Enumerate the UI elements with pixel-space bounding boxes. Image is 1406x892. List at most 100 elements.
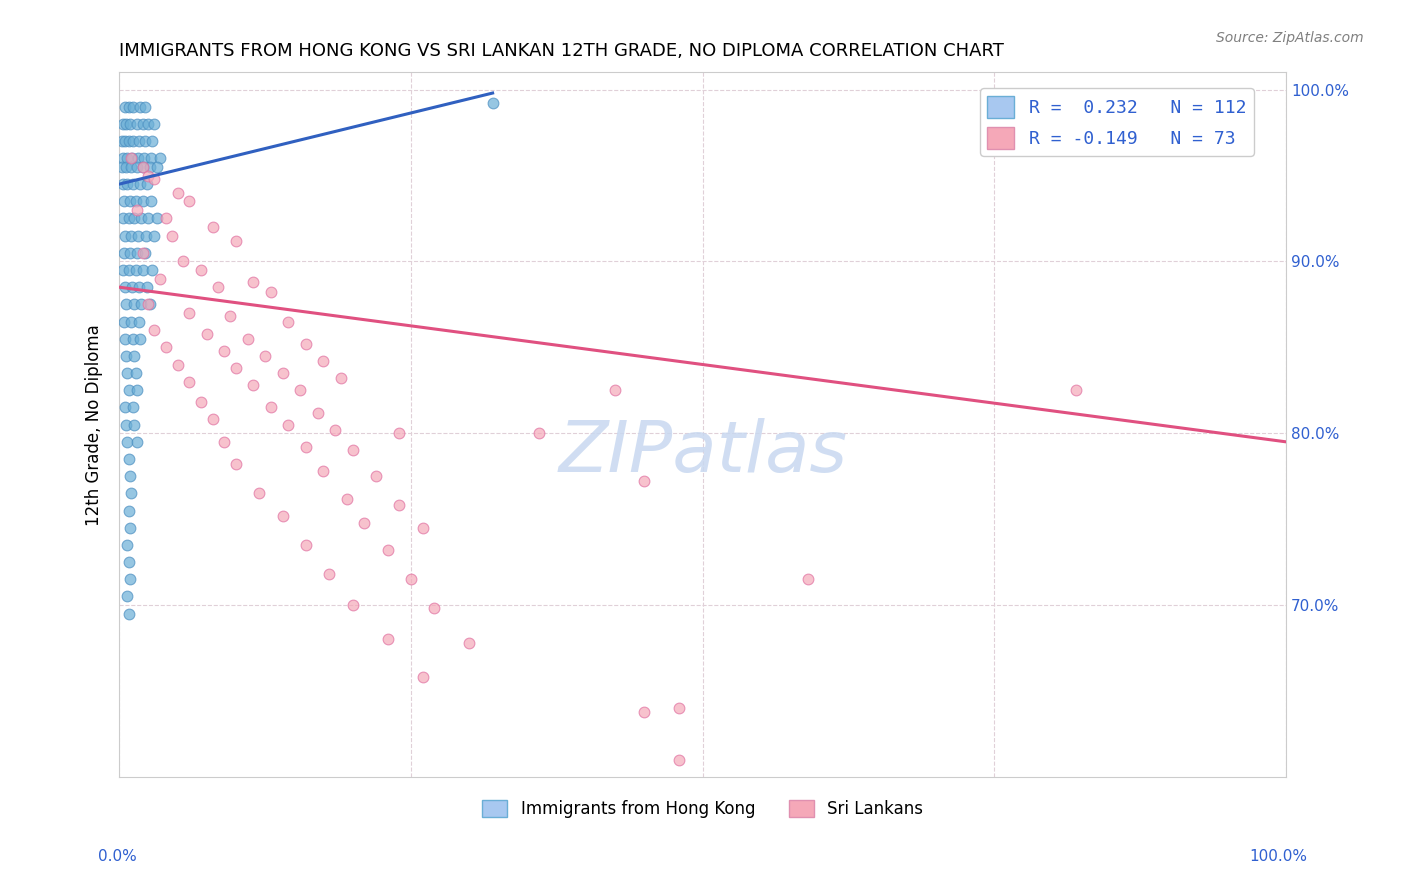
Point [668,753,690,767]
Point [529,426,551,441]
Point [111,211,134,226]
Point [139,152,162,166]
Point [114,134,136,148]
Text: Source: ZipAtlas.com: Source: ZipAtlas.com [1216,31,1364,45]
Point [388,499,411,513]
Point [125,384,148,398]
Point [129,177,152,191]
Point [160,228,183,243]
Point [277,417,299,432]
Point [120,160,142,174]
Point [131,160,153,174]
Point [131,245,153,260]
Point [412,521,434,535]
Point [114,100,136,114]
Point [128,134,150,148]
Point [633,475,655,489]
Point [190,395,212,409]
Point [288,384,311,398]
Point [139,194,162,209]
Point [120,152,142,166]
Point [603,384,626,398]
Point [155,211,177,226]
Y-axis label: 12th Grade, No Diploma: 12th Grade, No Diploma [86,324,103,525]
Point [179,194,201,209]
Point [114,280,136,294]
Point [307,406,329,420]
Point [120,228,142,243]
Point [149,271,172,285]
Point [247,486,270,500]
Point [242,378,264,392]
Point [124,297,146,311]
Point [117,263,139,277]
Point [364,469,387,483]
Point [112,314,135,328]
Point [122,134,145,148]
Point [134,100,156,114]
Point [117,211,139,226]
Text: 100.0%: 100.0% [1250,849,1308,863]
Point [122,100,145,114]
Point [155,340,177,354]
Point [318,567,340,582]
Point [131,117,153,131]
Point [236,332,259,346]
Point [516,872,538,887]
Point [399,572,422,586]
Point [127,228,149,243]
Point [124,349,146,363]
Point [388,426,411,441]
Point [141,134,163,148]
Point [117,384,139,398]
Point [115,297,138,311]
Point [377,543,399,558]
Point [114,332,136,346]
Point [342,443,364,458]
Point [114,401,136,415]
Point [121,280,143,294]
Point [117,538,139,552]
Point [633,705,655,719]
Point [111,263,134,277]
Point [117,555,139,569]
Point [141,263,163,277]
Point [190,263,212,277]
Point [131,297,153,311]
Point [117,590,139,604]
Point [117,434,139,449]
Point [121,152,143,166]
Point [143,117,166,131]
Point [201,412,224,426]
Point [219,310,242,324]
Point [118,572,141,586]
Point [323,423,346,437]
Point [111,117,134,131]
Point [138,297,160,311]
Point [172,254,194,268]
Point [295,440,318,454]
Point [295,538,318,552]
Point [242,275,264,289]
Point [353,516,375,530]
Point [115,417,138,432]
Point [117,503,139,517]
Point [166,186,188,200]
Point [377,632,399,647]
Point [225,457,247,471]
Point [131,194,153,209]
Point [329,371,352,385]
Point [149,152,172,166]
Point [145,160,167,174]
Point [166,358,188,372]
Point [195,326,218,341]
Point [295,337,318,351]
Point [312,464,335,478]
Point [138,160,160,174]
Point [271,366,294,380]
Point [434,787,457,801]
Point [118,469,141,483]
Point [111,177,134,191]
Point [225,234,247,248]
Point [131,263,153,277]
